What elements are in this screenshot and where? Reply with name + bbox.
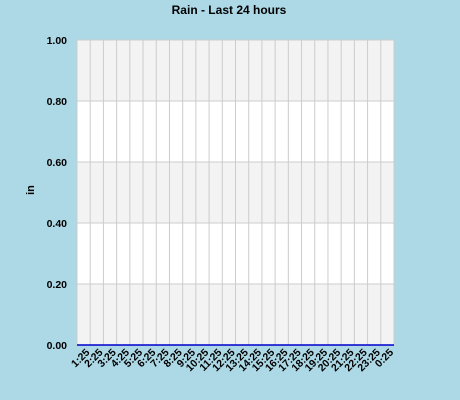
y-tick-label: 0.00: [47, 340, 68, 352]
y-tick-label: 0.60: [47, 157, 68, 169]
chart-title: Rain - Last 24 hours: [172, 3, 287, 17]
y-tick-label: 0.40: [47, 218, 68, 230]
y-axis-label: in: [25, 185, 37, 195]
y-tick-label: 0.80: [47, 96, 68, 108]
plot-area: 0.000.200.400.600.801.001:252:253:254:25…: [47, 35, 397, 374]
y-tick-label: 0.20: [47, 279, 68, 291]
y-tick-label: 1.00: [47, 35, 68, 47]
